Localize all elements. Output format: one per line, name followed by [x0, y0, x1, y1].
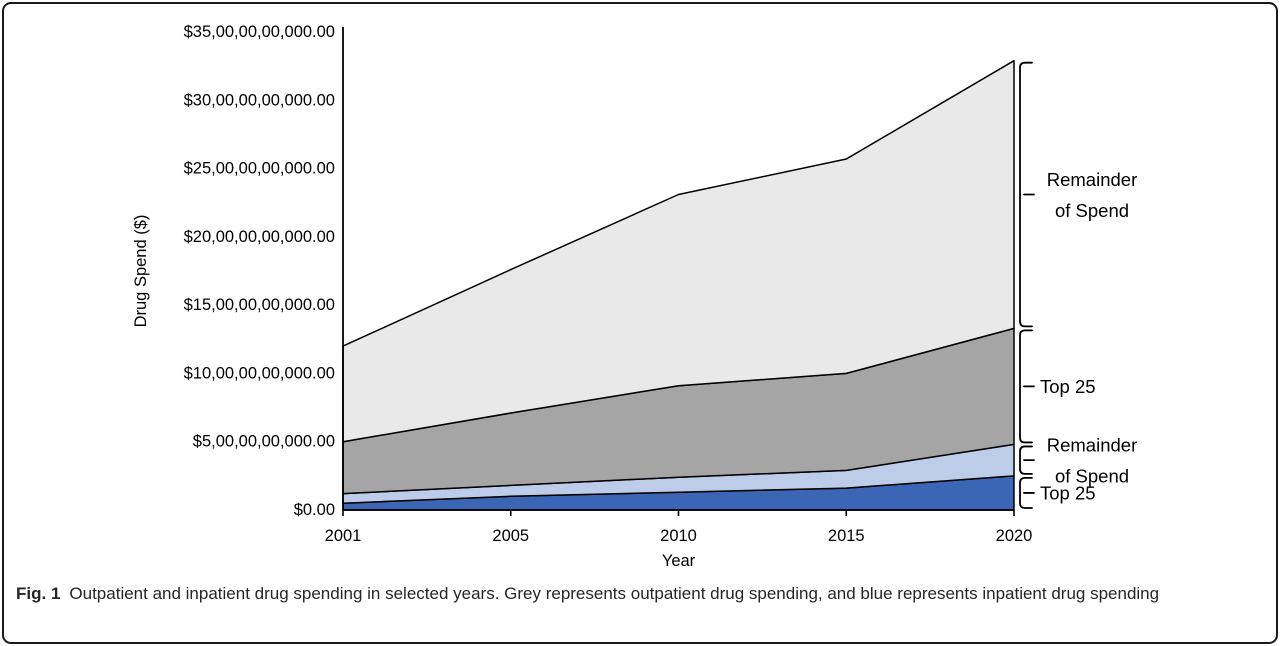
y-axis-title: Drug Spend ($) — [132, 215, 150, 328]
y-tick-label: $5,00,00,00,000.00 — [193, 433, 335, 451]
x-tick-label: 2020 — [996, 527, 1033, 545]
figure-caption: Fig. 1 Outpatient and inpatient drug spen… — [16, 579, 1248, 608]
x-tick-label: 2015 — [828, 527, 865, 545]
y-tick-label: $25,00,00,00,000.00 — [184, 160, 335, 178]
annotation-brace — [1019, 329, 1035, 444]
caption-text: Outpatient and inpatient drug spending i… — [69, 584, 1160, 603]
x-tick-label: 2001 — [325, 527, 362, 545]
y-tick-label: $15,00,00,00,000.00 — [184, 296, 335, 314]
stacked-area-chart: 2001 2005 2010 2015 2020 $0.00 $5,00,00,00,000… — [132, 23, 1138, 570]
annotation-brace — [1019, 476, 1035, 509]
x-axis-title: Year — [662, 552, 696, 570]
caption-tag: Fig. 1 — [16, 584, 61, 603]
annotation-label: Remainder — [1047, 435, 1138, 456]
y-tick-label: $20,00,00,00,000.00 — [184, 228, 335, 246]
x-tick-label: 2005 — [492, 527, 529, 545]
annotation-label: of Spend — [1055, 200, 1129, 221]
annotation-brace — [1019, 445, 1035, 475]
y-tick-label: $30,00,00,00,000.00 — [184, 91, 335, 109]
annotation-label: Top 25 — [1040, 482, 1096, 503]
x-tick-label: 2010 — [660, 527, 697, 545]
y-tick-label: $10,00,00,00,000.00 — [184, 364, 335, 382]
annotation-label: Top 25 — [1040, 376, 1096, 397]
area-outpatient-remainder-of-spend — [342, 59, 1015, 443]
y-tick-label: $35,00,00,00,000.00 — [184, 23, 335, 41]
annotation-brace — [1019, 61, 1035, 328]
annotation-label: Remainder — [1047, 169, 1138, 190]
y-tick-label: $0.00 — [294, 501, 335, 519]
annotation-label: of Spend — [1055, 466, 1129, 487]
